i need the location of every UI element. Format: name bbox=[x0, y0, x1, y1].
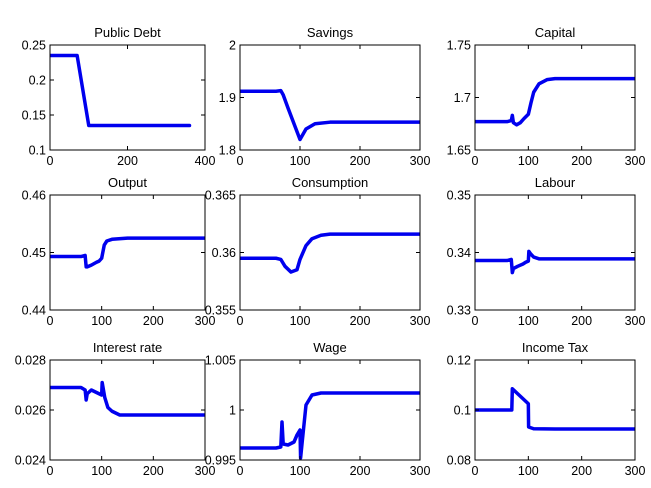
y-tick-label: 0.36 bbox=[212, 246, 236, 260]
x-tick-label: 300 bbox=[195, 464, 216, 478]
x-tick-label: 300 bbox=[410, 154, 431, 168]
x-tick-label: 200 bbox=[350, 314, 371, 328]
panel-labour: 0 100 200 300 0.33 0.34 0.35 Labour bbox=[447, 175, 646, 328]
x-tick-label: 300 bbox=[625, 154, 646, 168]
x-tick-label: 0 bbox=[237, 154, 244, 168]
x-tick-label: 100 bbox=[91, 314, 112, 328]
y-tick-label: 1 bbox=[229, 404, 236, 418]
chart-title-labour: Labour bbox=[535, 175, 576, 190]
x-tick-label: 100 bbox=[290, 464, 311, 478]
x-tick-label: 300 bbox=[625, 464, 646, 478]
x-tick-label: 100 bbox=[518, 314, 539, 328]
x-tick-label: 0 bbox=[47, 464, 54, 478]
panel-public-debt: 0 200 400 0.1 0.15 0.2 0.25 Public Debt bbox=[22, 25, 216, 168]
x-tick-label: 0 bbox=[47, 314, 54, 328]
panel-consumption: 0 100 200 300 0.355 0.36 0.365 Consumption bbox=[205, 175, 431, 328]
y-tick-label: 0.12 bbox=[447, 354, 471, 368]
axes-box-wage bbox=[239, 359, 421, 461]
y-tick-label: 0.46 bbox=[22, 189, 46, 203]
x-tick-label: 100 bbox=[518, 154, 539, 168]
x-tick-label: 0 bbox=[472, 464, 479, 478]
y-tick-label: 0.355 bbox=[205, 304, 236, 318]
y-tick-label: 0.1 bbox=[454, 404, 471, 418]
y-tick-label: 0.35 bbox=[447, 189, 471, 203]
panel-interest-rate: 0 100 200 300 0.024 0.026 0.028 Interest rate bbox=[15, 340, 216, 478]
x-tick-label: 200 bbox=[571, 314, 592, 328]
chart-title-output: Output bbox=[108, 175, 147, 190]
y-tick-label: 1.9 bbox=[219, 91, 236, 105]
y-tick-label: 0.25 bbox=[22, 39, 46, 53]
x-tick-label: 200 bbox=[350, 154, 371, 168]
axes-box-output bbox=[49, 194, 206, 311]
x-tick-label: 300 bbox=[625, 314, 646, 328]
panel-wage: 0 100 200 300 0.995 1 1.005 Wage bbox=[205, 340, 431, 478]
series-line-income-tax bbox=[475, 387, 635, 431]
series-line-savings bbox=[240, 88, 420, 142]
y-tick-label: 1.7 bbox=[454, 91, 471, 105]
y-tick-label: 1.75 bbox=[447, 39, 471, 53]
x-tick-label: 100 bbox=[91, 464, 112, 478]
series-line-interest-rate bbox=[50, 380, 205, 417]
x-tick-label: 200 bbox=[571, 154, 592, 168]
y-tick-label: 0.34 bbox=[447, 246, 471, 260]
x-tick-label: 100 bbox=[290, 154, 311, 168]
y-tick-label: 2 bbox=[229, 39, 236, 53]
x-tick-label: 0 bbox=[237, 464, 244, 478]
y-tick-label: 0.365 bbox=[205, 189, 236, 203]
x-tick-label: 100 bbox=[518, 464, 539, 478]
x-tick-label: 300 bbox=[410, 464, 431, 478]
x-tick-label: 300 bbox=[410, 314, 431, 328]
axes-box-interest-rate bbox=[49, 359, 206, 461]
chart-title-savings: Savings bbox=[307, 25, 354, 40]
series-line-consumption bbox=[240, 232, 420, 274]
panel-income-tax: 0 100 200 300 0.08 0.1 0.12 Income Tax bbox=[447, 340, 646, 478]
series-line-labour bbox=[475, 249, 635, 275]
series-line-public-debt bbox=[50, 53, 192, 128]
y-tick-label: 1.005 bbox=[205, 354, 236, 368]
y-tick-label: 0.1 bbox=[29, 144, 46, 158]
x-tick-label: 0 bbox=[472, 154, 479, 168]
series-line-capital bbox=[475, 76, 635, 127]
y-tick-label: 1.8 bbox=[219, 144, 236, 158]
series-line-output bbox=[50, 236, 205, 269]
x-tick-label: 200 bbox=[571, 464, 592, 478]
axes-box-labour bbox=[474, 194, 636, 311]
x-tick-label: 0 bbox=[472, 314, 479, 328]
chart-title-consumption: Consumption bbox=[292, 175, 369, 190]
x-tick-label: 300 bbox=[195, 314, 216, 328]
x-tick-label: 0 bbox=[47, 154, 54, 168]
x-tick-label: 200 bbox=[350, 464, 371, 478]
axes-box-capital bbox=[474, 44, 636, 151]
y-tick-label: 0.995 bbox=[205, 454, 236, 468]
y-tick-label: 0.08 bbox=[447, 454, 471, 468]
y-tick-label: 0.15 bbox=[22, 109, 46, 123]
panel-output: 0 100 200 300 0.44 0.45 0.46 Output bbox=[22, 175, 216, 328]
axes-box-consumption bbox=[239, 194, 421, 311]
x-tick-label: 200 bbox=[143, 464, 164, 478]
chart-title-wage: Wage bbox=[313, 340, 346, 355]
y-tick-label: 0.45 bbox=[22, 246, 46, 260]
x-tick-label: 400 bbox=[195, 154, 216, 168]
axes-box-savings bbox=[239, 44, 421, 151]
series-line-wage bbox=[240, 391, 420, 460]
x-tick-label: 100 bbox=[290, 314, 311, 328]
x-tick-label: 200 bbox=[117, 154, 138, 168]
chart-title-capital: Capital bbox=[535, 25, 576, 40]
x-tick-label: 0 bbox=[237, 314, 244, 328]
panel-capital: 0 100 200 300 1.65 1.7 1.75 Capital bbox=[447, 25, 646, 168]
chart-title-public-debt: Public Debt bbox=[94, 25, 161, 40]
panel-savings: 0 100 200 300 1.8 1.9 2 Savings bbox=[219, 25, 431, 168]
y-tick-label: 0.024 bbox=[15, 454, 46, 468]
y-tick-label: 0.44 bbox=[22, 304, 46, 318]
y-tick-label: 0.026 bbox=[15, 404, 46, 418]
y-tick-label: 0.028 bbox=[15, 354, 46, 368]
chart-title-income-tax: Income Tax bbox=[522, 340, 589, 355]
y-tick-label: 0.2 bbox=[29, 74, 46, 88]
x-tick-label: 200 bbox=[143, 314, 164, 328]
chart-title-interest-rate: Interest rate bbox=[93, 340, 162, 355]
y-tick-label: 1.65 bbox=[447, 144, 471, 158]
y-tick-label: 0.33 bbox=[447, 304, 471, 318]
axes-box-public-debt bbox=[49, 44, 206, 151]
